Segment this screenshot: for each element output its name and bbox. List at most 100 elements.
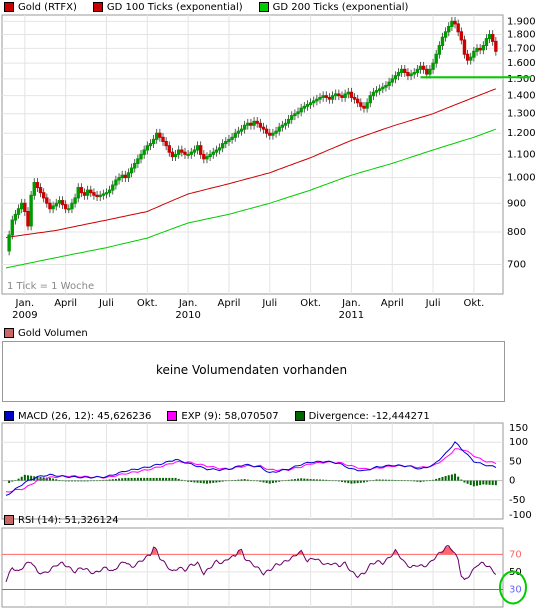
divergence-bar [26, 475, 29, 481]
price-x-tick-label: Okt. [463, 298, 484, 309]
price-candle [274, 130, 278, 134]
legend-divergence: Divergence: -12,444271 [294, 411, 430, 422]
divergence-bar [259, 480, 262, 482]
divergence-bar [425, 480, 428, 482]
price-candle [346, 91, 350, 95]
divergence-bar [340, 480, 343, 482]
price-x-tick-label: April [218, 298, 241, 309]
divergence-bar [20, 476, 23, 481]
divergence-bar [476, 480, 479, 486]
price-candle [349, 91, 354, 98]
price-candle [51, 205, 55, 210]
divergence-bar [64, 480, 67, 482]
price-candle [205, 156, 209, 160]
price-candle [173, 153, 178, 158]
divergence-bar [209, 480, 212, 484]
divergence-bar [369, 480, 372, 482]
macd-legend: MACD (26, 12): 45,626236 EXP (9): 58,070… [0, 409, 545, 423]
price-candle [89, 189, 93, 194]
price-candle [133, 162, 137, 169]
divergence-bar [450, 474, 453, 481]
tick-note: 1 Tick = 1 Woche [7, 281, 94, 292]
price-x-tick-label: Juli [425, 298, 441, 309]
macd-chart: 150 100 50 0 -50 -100 [1, 422, 532, 521]
price-candle [302, 105, 307, 109]
price-candle [330, 95, 335, 100]
macd-plot-area [1, 422, 504, 520]
price-candle [136, 158, 140, 164]
price-y-tick-label: 1.200 [507, 128, 536, 139]
divergence-bar [108, 479, 111, 481]
price-candle [305, 104, 310, 107]
divergence-bar [243, 479, 246, 481]
price-candle [161, 136, 165, 142]
divergence-bar [149, 477, 152, 481]
divergence-bar [287, 479, 290, 481]
price-candle [211, 151, 215, 155]
divergence-bar [347, 480, 350, 484]
price-y-tick-label: 1.900 [507, 16, 536, 27]
price-y-tick-label: 1.300 [507, 109, 536, 120]
divergence-bar [322, 479, 325, 481]
volume-panel [2, 341, 505, 402]
divergence-bar [155, 477, 158, 481]
divergence-bar [344, 480, 347, 483]
divergence-bar [284, 480, 287, 481]
divergence-bar [381, 479, 384, 481]
divergence-bar [11, 480, 14, 482]
price-y-tick-label: 1.500 [507, 74, 536, 85]
price-y-tick-label: 1.400 [507, 91, 536, 102]
divergence-bar [165, 477, 168, 481]
price-candle [293, 113, 297, 117]
price-candle [252, 120, 256, 126]
price-candle [104, 192, 109, 195]
volume-legend: Gold Volumen [0, 326, 545, 340]
price-candle [98, 194, 102, 198]
legend-swatch-divergence [294, 411, 305, 421]
price-chart: 700 800 900 1.000 1.100 1.200 1.300 1.400 1.500 1… [1, 14, 536, 321]
legend-volume-label: Gold Volumen [18, 327, 88, 339]
divergence-bar [199, 480, 202, 484]
divergence-bar [460, 479, 463, 481]
price-candle [233, 132, 237, 138]
divergence-bar [83, 480, 86, 482]
divergence-bar [96, 480, 99, 482]
price-candle [428, 68, 432, 75]
divergence-bar [432, 479, 435, 481]
price-candle [195, 145, 200, 151]
price-candle [261, 126, 266, 130]
price-x-tick-label: Juli [261, 298, 277, 309]
price-candle [155, 132, 159, 140]
divergence-bar [281, 480, 284, 482]
price-candle [123, 174, 128, 179]
price-candle [258, 122, 263, 128]
divergence-bar [171, 477, 174, 481]
divergence-bar [356, 480, 359, 484]
divergence-bar [253, 480, 256, 482]
divergence-bar [403, 480, 406, 481]
price-x-tick-label: Jan. [15, 298, 35, 309]
price-candle [170, 151, 175, 158]
price-candle [371, 91, 376, 97]
price-candle [54, 202, 58, 207]
legend-swatch-macd [4, 411, 14, 421]
divergence-bar [268, 480, 271, 484]
price-candle [321, 95, 325, 98]
legend-swatch-volume [4, 328, 14, 338]
divergence-bar [67, 480, 70, 482]
price-candle [406, 71, 410, 77]
price-candle [7, 234, 11, 252]
divergence-bar [193, 480, 196, 483]
price-candle [343, 93, 347, 98]
price-y-tick-label: 900 [507, 198, 526, 209]
price-candle [148, 143, 153, 147]
divergence-bar [378, 479, 381, 481]
legend-rsi: RSI (14): 51,326124 [4, 515, 119, 526]
divergence-bar [388, 479, 391, 481]
legend-gd100-label: GD 100 Ticks (exponential) [106, 1, 243, 13]
divergence-bar [162, 477, 165, 481]
price-candle [20, 202, 24, 210]
divergence-bar [249, 480, 252, 481]
divergence-bar [366, 480, 369, 482]
divergence-bar [472, 480, 475, 487]
